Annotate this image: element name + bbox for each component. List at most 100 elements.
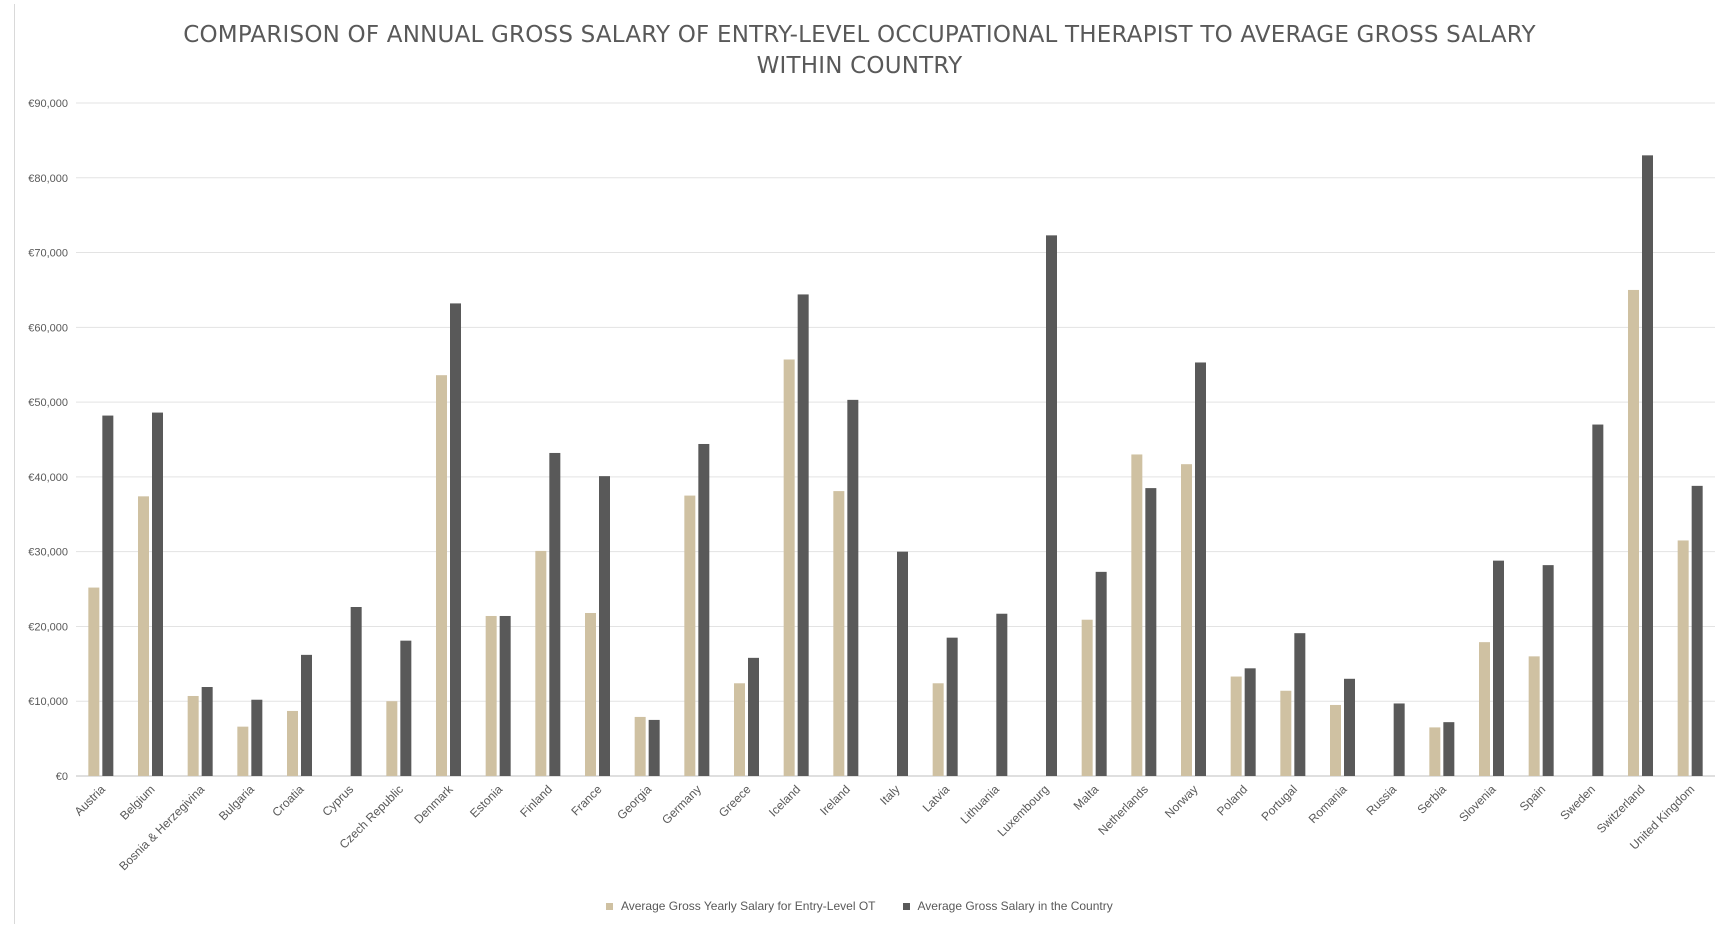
x-tick-label-portugal: Portugal <box>1258 782 1300 824</box>
bar-entry-level-ot-austria <box>88 587 100 776</box>
bar-country-average-lithuania <box>996 613 1008 776</box>
bar-country-average-bosnia-and-herzegivina <box>201 687 213 776</box>
x-tick-label-croatia: Croatia <box>269 782 306 819</box>
bar-entry-level-ot-united-kingdom <box>1677 540 1689 776</box>
x-tick-label-russia: Russia <box>1363 782 1399 818</box>
x-tick-label-italy: Italy <box>877 782 902 807</box>
bar-country-average-iceland <box>797 294 809 776</box>
chart-title: COMPARISON OF ANNUAL GROSS SALARY OF ENT… <box>183 22 1536 79</box>
x-tick-label-poland: Poland <box>1214 782 1250 818</box>
x-tick-label-greece: Greece <box>716 782 754 820</box>
x-tick-label-netherlands: Netherlands <box>1095 782 1151 838</box>
bar-entry-level-ot-latvia <box>932 683 944 776</box>
bar-country-average-luxembourg <box>1046 235 1057 776</box>
x-tick-label-belgium: Belgium <box>117 782 158 823</box>
bar-entry-level-ot-malta <box>1081 619 1093 776</box>
legend-label-entry-level-ot: Average Gross Yearly Salary for Entry-Le… <box>620 899 876 913</box>
x-tick-label-bulgaria: Bulgaria <box>216 782 257 823</box>
x-tick-label-luxembourg: Luxembourg <box>995 782 1052 839</box>
bar-country-average-finland <box>549 452 561 776</box>
x-tick-label-latvia: Latvia <box>920 782 953 815</box>
bar-country-average-ireland <box>847 399 859 776</box>
bar-entry-level-ot-georgia <box>634 716 646 776</box>
x-tick-label-malta: Malta <box>1071 782 1102 813</box>
bar-country-average-spain <box>1542 565 1554 776</box>
bar-entry-level-ot-iceland <box>783 359 795 776</box>
bar-country-average-netherlands <box>1145 488 1157 776</box>
bar-country-average-norway <box>1195 362 1206 776</box>
y-tick-label: €50,000 <box>28 397 68 409</box>
bar-country-average-malta <box>1095 571 1107 776</box>
bar-entry-level-ot-bulgaria <box>237 726 249 776</box>
y-tick-label: €0 <box>56 771 68 783</box>
x-tick-label-serbia: Serbia <box>1415 782 1450 817</box>
bar-entry-level-ot-germany <box>684 495 696 776</box>
bar-country-average-latvia <box>946 637 958 776</box>
x-tick-label-finland: Finland <box>517 782 555 820</box>
x-tick-label-switzerland: Switzerland <box>1594 782 1648 836</box>
x-tick-label-iceland: Iceland <box>766 782 803 819</box>
x-tick-label-slovenia: Slovenia <box>1456 782 1499 825</box>
x-tick-label-spain: Spain <box>1517 782 1549 814</box>
bar-entry-level-ot-switzerland <box>1628 289 1639 776</box>
y-tick-label: €60,000 <box>28 322 68 334</box>
x-tick-label-estonia: Estonia <box>467 782 505 820</box>
bar-country-average-belgium <box>152 412 163 776</box>
x-tick-label-denmark: Denmark <box>411 782 456 827</box>
legend-label-country-average: Average Gross Salary in the Country <box>917 899 1113 913</box>
bar-entry-level-ot-finland <box>535 550 547 776</box>
bar-entry-level-ot-greece <box>734 683 745 776</box>
bar-entry-level-ot-serbia <box>1429 727 1441 776</box>
bar-entry-level-ot-belgium <box>138 496 149 776</box>
y-tick-label: €10,000 <box>28 696 68 708</box>
y-tick-label: €90,000 <box>28 98 68 110</box>
bar-country-average-greece <box>748 657 759 776</box>
bar-country-average-switzerland <box>1642 155 1653 776</box>
bar-entry-level-ot-portugal <box>1280 690 1292 776</box>
bar-country-average-portugal <box>1294 633 1306 776</box>
bar-entry-level-ot-slovenia <box>1479 642 1490 776</box>
y-tick-label: €30,000 <box>28 547 68 559</box>
y-tick-label: €20,000 <box>28 621 68 633</box>
bar-country-average-bulgaria <box>251 699 263 776</box>
bar-entry-level-ot-spain <box>1528 656 1540 776</box>
x-tick-label-sweden: Sweden <box>1557 782 1598 823</box>
bar-country-average-austria <box>102 415 114 776</box>
bar-entry-level-ot-netherlands <box>1131 454 1143 776</box>
y-tick-label: €40,000 <box>28 472 68 484</box>
y-tick-label: €70,000 <box>28 248 68 260</box>
y-tick-label: €80,000 <box>28 173 68 185</box>
legend: Average Gross Yearly Salary for Entry-Le… <box>0 899 1719 913</box>
legend-swatch-entry-level-ot <box>606 903 614 911</box>
x-tick-label-lithuania: Lithuania <box>958 782 1003 827</box>
bar-entry-level-ot-poland <box>1230 676 1242 776</box>
bar-entry-level-ot-denmark <box>436 375 447 776</box>
bar-country-average-poland <box>1244 668 1256 776</box>
bar-country-average-croatia <box>301 654 312 776</box>
bar-country-average-united-kingdom <box>1691 485 1703 776</box>
legend-entry-entry-level-ot: Average Gross Yearly Salary for Entry-Le… <box>606 899 876 913</box>
x-tick-label-bosnia-and-herzegivina: Bosnia & Herzegivina <box>116 782 207 873</box>
bar-entry-level-ot-norway <box>1181 464 1192 776</box>
legend-entry-country-average: Average Gross Salary in the Country <box>902 899 1113 913</box>
bar-country-average-georgia <box>648 719 660 776</box>
x-tick-label-ireland: Ireland <box>817 782 853 818</box>
bar-country-average-germany <box>698 443 710 776</box>
x-tick-label-germany: Germany <box>659 782 704 827</box>
bar-country-average-denmark <box>450 303 461 776</box>
x-tick-label-romania: Romania <box>1306 782 1350 826</box>
bar-country-average-italy <box>897 551 908 776</box>
bar-entry-level-ot-romania <box>1330 704 1341 776</box>
bar-country-average-slovenia <box>1493 560 1504 776</box>
legend-swatch-country-average <box>902 903 910 911</box>
bar-country-average-france <box>599 476 610 776</box>
bar-country-average-serbia <box>1443 722 1455 776</box>
bar-country-average-sweden <box>1592 424 1604 776</box>
bar-entry-level-ot-ireland <box>833 491 845 776</box>
bar-country-average-estonia <box>499 615 511 776</box>
bar-country-average-romania <box>1344 678 1355 776</box>
bar-country-average-russia <box>1393 703 1405 776</box>
bar-entry-level-ot-croatia <box>287 710 298 776</box>
bar-country-average-czech-republic <box>400 640 412 776</box>
